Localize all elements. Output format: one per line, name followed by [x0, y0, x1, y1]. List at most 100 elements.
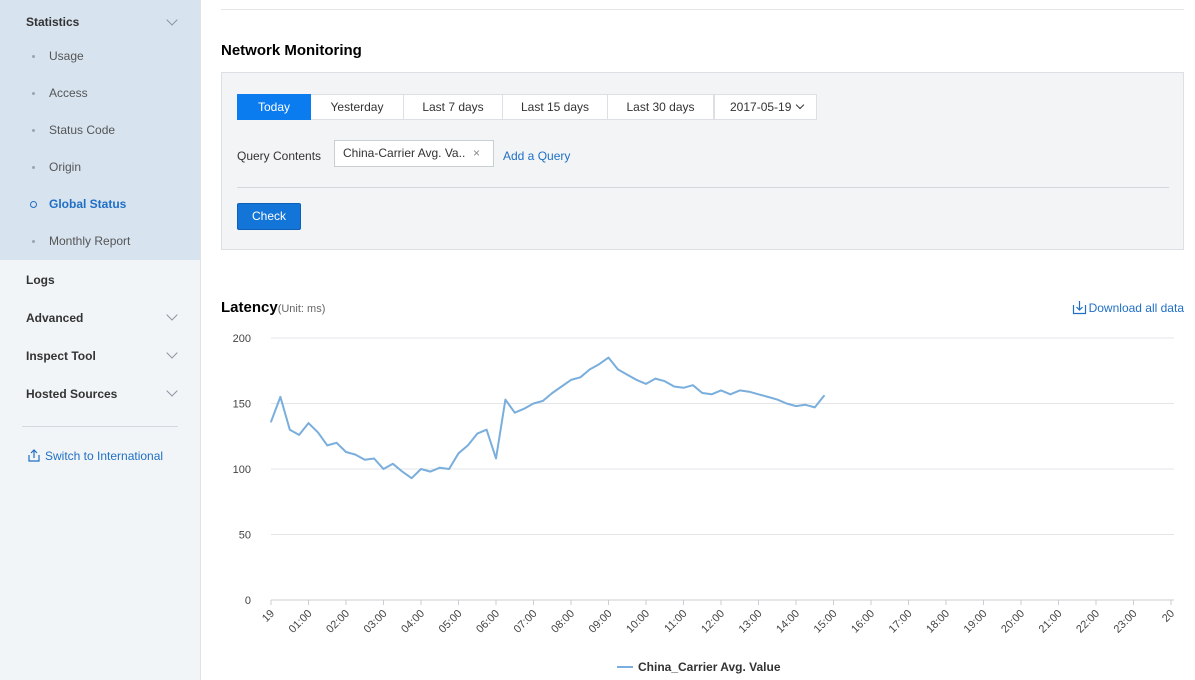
x-tick-label: 10:00	[624, 608, 652, 636]
x-tick-label: 19	[260, 608, 277, 625]
sidebar-item-label: Global Status	[49, 197, 127, 211]
sidebar-section-inspect-tool[interactable]: Inspect Tool	[0, 336, 200, 374]
data-point	[429, 470, 432, 473]
x-tick-label: 16:00	[849, 608, 877, 636]
data-point	[476, 432, 479, 435]
data-point	[401, 470, 404, 473]
sidebar-section-label: Hosted Sources	[26, 387, 118, 401]
data-point	[495, 457, 497, 460]
data-point	[654, 377, 657, 380]
data-point	[729, 393, 732, 396]
sidebar-section-advanced[interactable]: Advanced	[0, 298, 200, 336]
bullet-icon	[32, 92, 35, 95]
y-tick-label: 50	[239, 530, 251, 542]
chart-title: Latency(Unit: ms)	[221, 299, 325, 316]
chevron-down-icon	[795, 100, 805, 110]
tab-yesterday[interactable]: Yesterday	[311, 94, 404, 120]
bullet-icon	[32, 55, 35, 58]
data-point	[279, 396, 282, 398]
bullet-icon	[32, 166, 35, 169]
top-divider	[221, 9, 1184, 10]
sidebar-section-statistics[interactable]: Statistics	[0, 0, 200, 38]
data-point	[692, 384, 694, 386]
chevron-up-icon	[166, 14, 178, 26]
sidebar-item-usage[interactable]: Usage	[0, 38, 200, 75]
data-point	[645, 383, 647, 385]
data-point	[504, 398, 507, 401]
data-point	[598, 363, 600, 365]
close-icon[interactable]: ×	[472, 146, 480, 160]
statistics-group: Statistics Usage Access Status Code Orig…	[0, 0, 200, 260]
data-point	[420, 468, 422, 470]
data-point	[298, 434, 300, 436]
latency-unit: (Unit: ms)	[277, 303, 326, 315]
x-tick-label: 23:00	[1112, 608, 1140, 636]
data-point	[392, 462, 394, 465]
tab-last-15-days[interactable]: Last 15 days	[503, 94, 608, 120]
tab-last-7-days[interactable]: Last 7 days	[404, 94, 503, 120]
sidebar-section-label: Inspect Tool	[26, 349, 96, 363]
data-point	[410, 477, 413, 479]
add-query-link[interactable]: Add a Query	[503, 149, 571, 163]
download-all-data-link[interactable]: Download all data	[1072, 300, 1184, 315]
page-title: Network Monitoring	[221, 42, 362, 59]
sidebar-divider	[22, 426, 178, 427]
data-point	[785, 402, 788, 405]
latency-chart: 0 50 100 150 200 19 01:00 02:00 03:00 04:00 05:00 0…	[233, 333, 1177, 674]
x-tick-label: 14:00	[774, 608, 802, 636]
data-point	[326, 444, 329, 447]
y-tick-label: 100	[233, 464, 251, 476]
x-tick-label: 13:00	[737, 608, 765, 636]
data-point	[748, 390, 750, 393]
data-point	[710, 393, 713, 396]
x-tick-label: 11:00	[662, 608, 689, 635]
data-point	[354, 453, 357, 456]
data-point	[532, 402, 535, 405]
sidebar: Statistics Usage Access Status Code Orig…	[0, 0, 201, 680]
tab-last-30-days[interactable]: Last 30 days	[608, 94, 714, 120]
x-tick-label: 05:00	[437, 608, 465, 636]
sidebar-item-global-status[interactable]: Global Status	[0, 186, 200, 223]
tab-today[interactable]: Today	[237, 94, 311, 120]
x-tick-label: 20	[1160, 608, 1177, 625]
series-line	[270, 356, 825, 480]
query-contents-label: Query Contents	[237, 149, 322, 163]
data-point	[682, 386, 685, 389]
x-tick-label: 12:00	[699, 608, 727, 636]
download-icon	[1072, 301, 1086, 315]
y-tick-label: 0	[245, 595, 251, 607]
chevron-down-icon	[166, 347, 178, 359]
x-tick-label: 22:00	[1074, 608, 1102, 636]
x-tick-label: 06:00	[474, 608, 502, 636]
sidebar-item-access[interactable]: Access	[0, 75, 200, 112]
sidebar-section-hosted-sources[interactable]: Hosted Sources	[0, 374, 200, 412]
latency-title: Latency	[221, 299, 278, 316]
data-point	[363, 459, 366, 461]
data-point	[804, 404, 807, 406]
x-tick-label: 21:00	[1037, 608, 1065, 636]
data-point	[523, 407, 525, 410]
sidebar-item-monthly-report[interactable]: Monthly Report	[0, 223, 200, 260]
y-tick-label: 150	[233, 399, 251, 411]
x-tick-label: 07:00	[512, 608, 540, 636]
query-panel: Today Yesterday Last 7 days Last 15 days…	[221, 72, 1184, 250]
sidebar-item-status-code[interactable]: Status Code	[0, 112, 200, 149]
data-point	[288, 428, 291, 431]
y-tick-label: 200	[233, 333, 251, 345]
sidebar-item-label: Status Code	[49, 123, 116, 137]
sidebar-section-logs[interactable]: Logs	[0, 260, 200, 298]
date-value: 2017-05-19	[730, 100, 792, 114]
check-button[interactable]: Check	[237, 203, 301, 230]
data-point	[570, 379, 572, 381]
data-point	[607, 356, 610, 359]
data-point	[588, 368, 591, 371]
switch-international-link[interactable]: Switch to International	[27, 449, 200, 463]
chevron-down-icon	[166, 385, 178, 397]
data-point	[813, 406, 816, 409]
sidebar-item-origin[interactable]: Origin	[0, 149, 200, 186]
date-picker[interactable]: 2017-05-19	[714, 94, 817, 120]
query-tag[interactable]: China-Carrier Avg. Va.. ×	[334, 140, 494, 167]
data-point	[345, 451, 347, 453]
data-point	[776, 398, 779, 401]
data-point	[457, 452, 460, 455]
